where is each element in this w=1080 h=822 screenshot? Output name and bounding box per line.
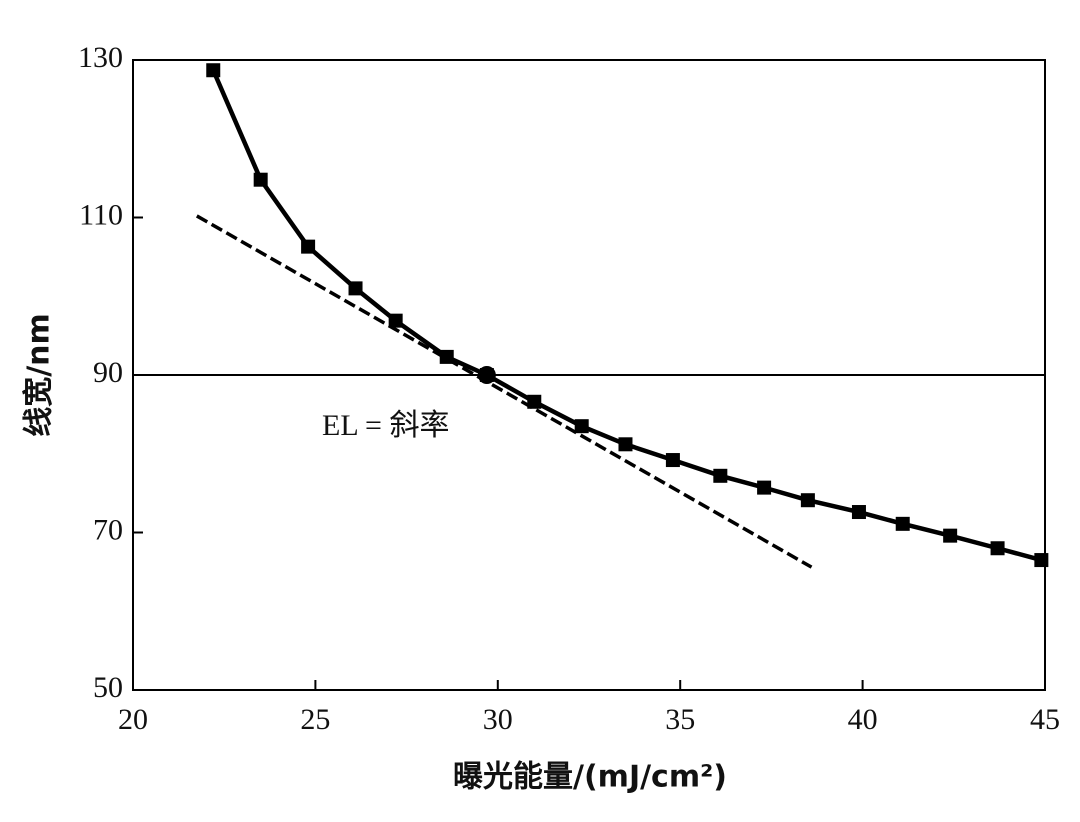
marker — [206, 63, 221, 78]
marker — [1034, 553, 1049, 568]
x-tick-label: 45 — [1030, 703, 1060, 736]
marker — [713, 468, 728, 483]
x-tick-label: 35 — [665, 703, 695, 736]
y-tick-label: 110 — [79, 198, 123, 231]
marker — [990, 541, 1005, 556]
marker — [574, 419, 589, 434]
y-tick-label: 90 — [93, 356, 123, 389]
marker — [618, 437, 633, 452]
x-tick-label: 40 — [848, 703, 878, 736]
dashed-line — [195, 214, 813, 569]
y-axis-label: 线宽/nm — [22, 313, 57, 437]
marker — [253, 172, 268, 187]
curve — [211, 69, 1042, 563]
marker — [757, 480, 772, 495]
y-tick-label: 50 — [93, 671, 123, 704]
marker — [348, 281, 363, 296]
marker — [895, 516, 910, 531]
x-tick-label: 20 — [118, 703, 148, 736]
marker — [388, 313, 403, 328]
y-tick-label: 70 — [93, 513, 123, 546]
x-tick-label: 30 — [483, 703, 513, 736]
marker — [943, 528, 958, 543]
y-tick-label: 130 — [78, 41, 123, 74]
marker — [851, 505, 866, 520]
x-tick-label: 25 — [300, 703, 330, 736]
marker — [301, 239, 316, 254]
x-axis-label: 曝光能量/(mJ/cm²) — [453, 760, 727, 795]
marker — [800, 493, 815, 508]
annotation: EL = 斜率 — [322, 409, 449, 442]
marker — [665, 453, 680, 468]
